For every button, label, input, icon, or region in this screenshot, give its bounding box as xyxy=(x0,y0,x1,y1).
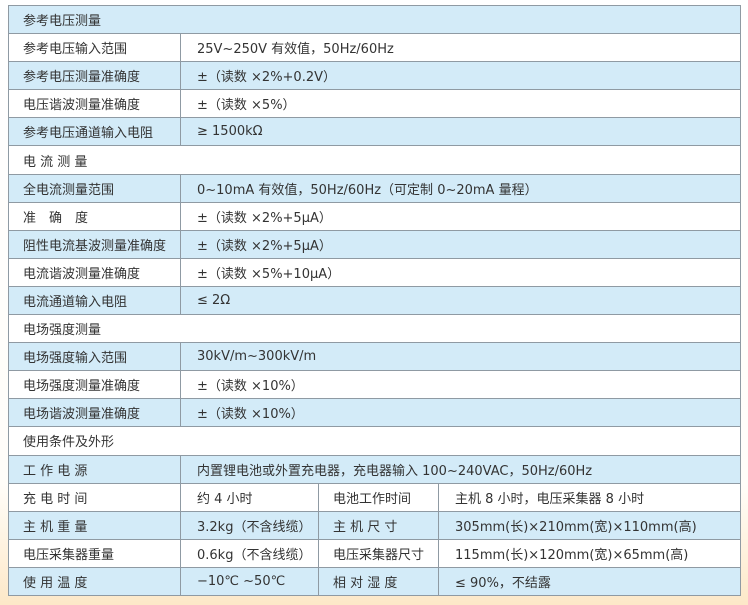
spec-label: 电压采集器重量 xyxy=(8,538,181,568)
table-row: 工 作 电 源内置锂电池或外置充电器，充电器输入 100~240VAC，50Hz… xyxy=(8,454,741,484)
table-row: 充 电 时 间约 4 小时 电池工作时间 主机 8 小时，电压采集器 8 小时 xyxy=(8,482,741,512)
table-row: 电流通道输入电阻 ≤ 2Ω xyxy=(8,285,741,316)
spec-table: 参考电压测量 参考电压输入范围 25V~250V 有效值，50Hz/60Hz 参考电压… xyxy=(8,4,741,596)
spec-value: 115mm(长)×120mm(宽)×65mm(高) xyxy=(438,538,741,568)
spec-label: 电场强度测量准确度 xyxy=(8,370,181,400)
table-row: 全电流测量范围 0~10mA 有效值，50Hz/60Hz（可定制 0~20mA 量… xyxy=(8,173,741,203)
spec-label: 主 机 尺 寸 xyxy=(318,510,439,540)
table-row: 电场谐波测量准确度 ±（读数 ×10%） xyxy=(8,398,741,428)
spec-label: 相 对 湿 度 xyxy=(318,566,439,596)
table-row: 电场强度测量准确度 ±（读数 ×10%） xyxy=(8,370,741,400)
spec-value: ≤ 90%，不结露 xyxy=(438,566,741,596)
section-title: 电场强度测量 xyxy=(8,314,741,344)
table-row: 电压采集器重量 0.6kg（不含线缆） 电压采集器尺寸 115mm(长)×120mm(… xyxy=(8,538,741,568)
spec-label: 准 确 度 xyxy=(8,201,181,231)
spec-value: ≥ 1500kΩ xyxy=(180,117,741,147)
spec-label: 电池工作时间 xyxy=(318,482,439,512)
section-header-row: 使用条件及外形 xyxy=(8,426,741,456)
section-header-row: 参考电压测量 xyxy=(8,4,741,35)
spec-value: ±（读数 ×5%） xyxy=(180,89,741,119)
spec-value: 0~10mA 有效值，50Hz/60Hz（可定制 0~20mA 量程） xyxy=(180,173,741,203)
spec-label: 电流通道输入电阻 xyxy=(8,285,181,316)
spec-value: ±（读数 ×2%+5μA） xyxy=(180,229,741,259)
table-row: 电压谐波测量准确度 ±（读数 ×5%） xyxy=(8,89,741,119)
spec-label: 电场强度输入范围 xyxy=(8,342,181,372)
spec-value: ±（读数 ×2%+0.2V） xyxy=(180,61,741,91)
table-row: 参考电压测量准确度 ±（读数 ×2%+0.2V） xyxy=(8,61,741,91)
spec-value: ±（读数 ×2%+5μA） xyxy=(180,201,741,231)
spec-value: 3.2kg（不含线缆） xyxy=(180,510,319,540)
spec-value: 25V~250V 有效值，50Hz/60Hz xyxy=(180,33,741,63)
table-row: 电流谐波测量准确度 ±（读数 ×5%+10μA） xyxy=(8,257,741,287)
spec-label: 阻性电流基波测量准确度 xyxy=(8,229,181,259)
table-row: 阻性电流基波测量准确度 ±（读数 ×2%+5μA） xyxy=(8,229,741,259)
spec-value: 0.6kg（不含线缆） xyxy=(180,538,319,568)
spec-label: 充 电 时 间 xyxy=(8,482,181,512)
spec-label: 电压采集器尺寸 xyxy=(318,538,439,568)
spec-label: 使 用 温 度 xyxy=(8,566,181,596)
spec-value: ≤ 2Ω xyxy=(180,285,741,316)
section-title: 参考电压测量 xyxy=(8,4,741,35)
table-row: 参考电压输入范围 25V~250V 有效值，50Hz/60Hz xyxy=(8,33,741,63)
spec-value: 约 4 小时 xyxy=(180,482,319,512)
table-row: 电场强度输入范围 30kV/m~300kV/m xyxy=(8,342,741,372)
spec-label: 参考电压通道输入电阻 xyxy=(8,117,181,147)
section-title: 使用条件及外形 xyxy=(8,426,741,456)
spec-label: 参考电压测量准确度 xyxy=(8,61,181,91)
spec-value: 30kV/m~300kV/m xyxy=(180,342,741,372)
spec-label: 电流谐波测量准确度 xyxy=(8,257,181,287)
table-row: 准 确 度 ±（读数 ×2%+5μA） xyxy=(8,201,741,231)
spec-value: ±（读数 ×5%+10μA） xyxy=(180,257,741,287)
table-row: 主 机 重 量 3.2kg（不含线缆）主 机 尺 寸 305mm(长)×210mm(… xyxy=(8,510,741,540)
spec-value: ±（读数 ×10%） xyxy=(180,370,741,400)
spec-label: 电压谐波测量准确度 xyxy=(8,89,181,119)
spec-value: −10℃ ~50℃ xyxy=(180,566,319,596)
table-row: 参考电压通道输入电阻 ≥ 1500kΩ xyxy=(8,117,741,147)
section-header-row: 电 流 测 量 xyxy=(8,145,741,175)
spec-label: 主 机 重 量 xyxy=(8,510,181,540)
spec-value: 内置锂电池或外置充电器，充电器输入 100~240VAC，50Hz/60Hz xyxy=(180,454,741,484)
spec-label: 工 作 电 源 xyxy=(8,454,181,484)
spec-value: ±（读数 ×10%） xyxy=(180,398,741,428)
spec-value: 305mm(长)×210mm(宽)×110mm(高) xyxy=(438,510,741,540)
section-header-row: 电场强度测量 xyxy=(8,314,741,344)
section-title: 电 流 测 量 xyxy=(8,145,741,175)
spec-label: 参考电压输入范围 xyxy=(8,33,181,63)
spec-label: 电场谐波测量准确度 xyxy=(8,398,181,428)
table-row: 使 用 温 度 −10℃ ~50℃ 相 对 湿 度 ≤ 90%，不结露 xyxy=(8,566,741,596)
spec-label: 全电流测量范围 xyxy=(8,173,181,203)
spec-value: 主机 8 小时，电压采集器 8 小时 xyxy=(438,482,741,512)
